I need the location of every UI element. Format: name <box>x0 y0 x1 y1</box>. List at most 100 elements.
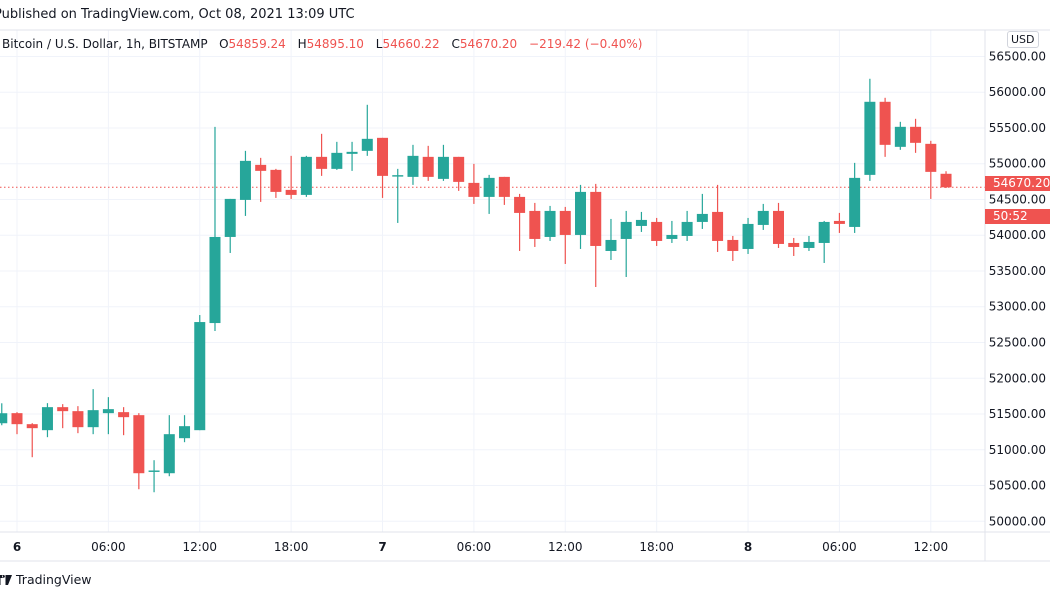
candle-body <box>864 101 876 175</box>
candle <box>590 183 602 288</box>
candle <box>41 403 53 438</box>
last-price-label: 54670.20 <box>985 176 1050 191</box>
candle <box>26 423 38 458</box>
candle <box>635 211 647 232</box>
candle-body <box>879 101 891 145</box>
candle <box>407 144 419 185</box>
candle-body <box>407 155 419 177</box>
open-value: 54859.24 <box>228 37 286 51</box>
candle <box>773 202 784 248</box>
candle-body <box>148 470 160 472</box>
candle-body <box>742 223 754 249</box>
candle <box>11 412 23 435</box>
candle <box>620 210 632 277</box>
candle <box>879 97 891 157</box>
candle-body <box>377 137 389 176</box>
candle <box>940 171 952 189</box>
candle-body <box>361 138 373 151</box>
candle-body <box>316 156 328 169</box>
candle <box>102 397 114 435</box>
candle-body <box>72 411 84 428</box>
candle-body <box>41 407 53 431</box>
candle-body <box>346 151 358 154</box>
close-value: 54670.20 <box>459 37 518 51</box>
candle-body <box>300 156 312 195</box>
candle-body <box>620 221 632 239</box>
low-label: L <box>375 37 383 51</box>
candle <box>437 144 449 181</box>
candle <box>163 415 175 477</box>
x-tick-label: 18:00 <box>274 540 309 554</box>
currency-button[interactable]: USD <box>1007 31 1039 48</box>
y-tick-label: 54500.00 <box>989 192 1046 206</box>
published-note: Published on TradingView.com, Oct 08, 20… <box>0 7 355 22</box>
candle <box>818 220 830 263</box>
candle-body <box>833 220 845 224</box>
candle-body <box>849 177 861 227</box>
candle-body <box>57 407 69 412</box>
candle <box>179 415 191 443</box>
candle-body <box>788 242 800 247</box>
open-label: O <box>219 37 229 51</box>
candle <box>453 156 465 191</box>
close-label: C <box>451 37 460 51</box>
candle <box>514 193 526 251</box>
high-label: H <box>297 37 307 51</box>
grid <box>0 30 985 532</box>
x-tick-label: 06:00 <box>457 540 492 554</box>
candle-body <box>910 126 922 143</box>
candle <box>87 389 99 435</box>
candle <box>377 137 389 198</box>
candle-body <box>102 409 114 414</box>
candle <box>575 184 587 249</box>
candle-body <box>11 413 23 425</box>
candle <box>194 315 206 431</box>
candle-body <box>285 189 297 195</box>
candle-body <box>635 219 647 226</box>
candle-body <box>803 241 815 248</box>
candle-body <box>773 210 784 244</box>
axes: 50000.00 50500.00 51000.00 51500.00 52000.00… <box>0 29 1050 562</box>
x-tick-label: 6 <box>13 540 21 554</box>
x-tick-label: 8 <box>744 540 752 554</box>
candle <box>270 168 282 198</box>
low-value: 54660.22 <box>382 37 440 51</box>
candle-body <box>544 210 556 237</box>
candle <box>605 218 617 260</box>
tradingview-brand[interactable]: TradingView <box>16 572 92 587</box>
candle-body <box>681 221 693 236</box>
y-tick-label: 55000.00 <box>989 157 1046 171</box>
y-tick-label: 52500.00 <box>989 335 1046 349</box>
candle <box>118 407 130 436</box>
candle-body <box>575 191 587 235</box>
symbol-title[interactable]: Bitcoin / U.S. Dollar, 1h, BITSTAMP <box>2 37 208 51</box>
candle <box>849 162 861 233</box>
candle-body <box>26 424 38 429</box>
bar-countdown: 50:52 <box>985 209 1050 224</box>
candle <box>0 403 8 426</box>
candle-body <box>118 412 130 418</box>
candle <box>72 406 84 434</box>
candle <box>910 118 922 153</box>
candle <box>559 206 571 264</box>
x-tick-label: 18:00 <box>639 540 674 554</box>
candle-body <box>529 210 541 239</box>
candle-body <box>392 175 404 177</box>
candle-body <box>712 211 724 241</box>
candle <box>224 198 236 253</box>
candles <box>0 78 952 493</box>
x-tick-label: 12:00 <box>182 540 217 554</box>
y-tick-label: 56000.00 <box>989 85 1046 99</box>
y-tick-label: 53000.00 <box>989 300 1046 314</box>
y-tick-label: 51500.00 <box>989 407 1046 421</box>
candle-body <box>209 236 221 324</box>
candle-body <box>757 210 769 225</box>
candle-body <box>468 182 480 197</box>
candle-body <box>605 239 617 251</box>
candle-body <box>651 221 663 241</box>
candle-body <box>590 191 602 246</box>
high-value: 54895.10 <box>306 37 364 51</box>
candle <box>803 235 815 251</box>
y-tick-label: 51000.00 <box>989 443 1046 457</box>
